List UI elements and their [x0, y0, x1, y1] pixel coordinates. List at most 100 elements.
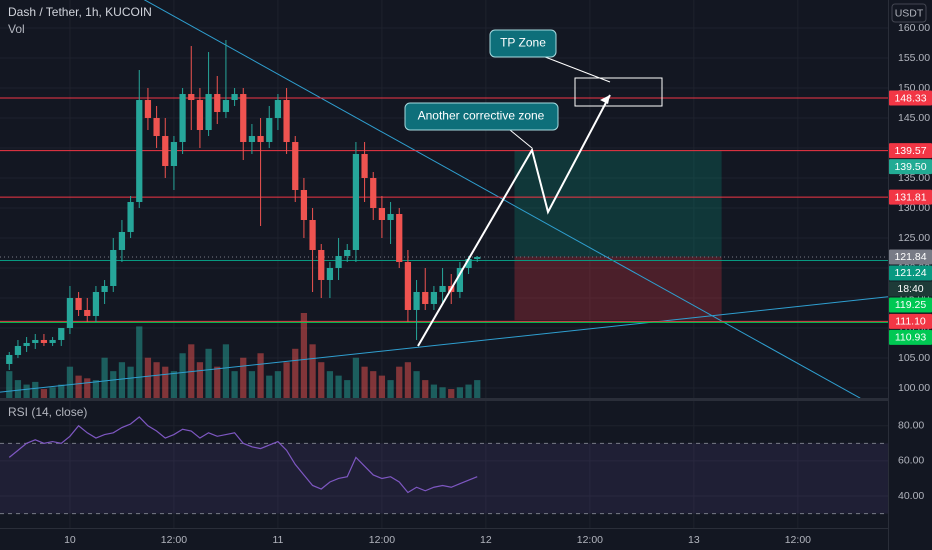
volume-bar	[162, 366, 169, 398]
position-loss	[514, 256, 722, 321]
candle-body	[387, 213, 394, 220]
volume-bar	[396, 366, 403, 398]
candle-body	[248, 136, 256, 143]
candle-body	[205, 94, 212, 131]
volume-bar	[309, 344, 316, 398]
price-label-box	[889, 297, 932, 313]
price-label-box	[889, 189, 932, 205]
candle-body	[274, 100, 282, 119]
candle-body	[136, 100, 143, 202]
volume-bar	[352, 357, 360, 398]
volume-bar	[92, 380, 100, 398]
volume-bar	[474, 380, 481, 398]
trend-line	[0, 296, 889, 393]
volume-bar	[32, 381, 39, 398]
candle-body	[118, 231, 126, 250]
candle-body	[231, 94, 238, 101]
countdown-box	[889, 281, 932, 297]
price-label: 139.50	[894, 161, 926, 173]
candle-body	[456, 267, 464, 292]
candle-body	[144, 100, 152, 119]
volume-bar	[196, 362, 204, 398]
x-tick-label: 12:00	[785, 534, 811, 546]
y-tick-label: 80.00	[898, 420, 924, 432]
candle-body	[404, 261, 412, 310]
candle-body	[240, 94, 247, 143]
candle-body	[266, 118, 273, 143]
volume-bar	[214, 366, 221, 398]
candle-body	[92, 291, 100, 316]
callout-box	[489, 29, 557, 58]
candle-body	[14, 345, 22, 355]
volume-bar	[170, 371, 178, 398]
candle-body	[110, 249, 117, 286]
y-tick-label: 40.00	[898, 490, 924, 502]
arrow-head	[600, 95, 610, 104]
candle-body	[326, 267, 334, 280]
candle-body	[474, 256, 481, 259]
price-label-box	[889, 313, 932, 329]
volume-bar	[75, 375, 82, 398]
candle-body	[101, 285, 108, 292]
volume-bar	[144, 357, 152, 398]
volume-bar	[84, 378, 91, 398]
volume-bar	[456, 387, 464, 398]
volume-bar	[430, 384, 438, 398]
volume-bar	[127, 366, 134, 398]
rsi-title: RSI (14, close)	[8, 405, 87, 419]
candle-body	[153, 118, 160, 137]
candle-body	[396, 213, 403, 262]
price-label: 121.24	[894, 267, 926, 279]
candle-body	[283, 100, 290, 143]
candle-body	[352, 154, 360, 250]
volume-bar	[266, 375, 273, 398]
price-label-box	[889, 159, 932, 175]
candle-body	[378, 207, 386, 220]
price-label-box	[889, 265, 932, 281]
candle-body	[49, 339, 56, 343]
volume-bar	[465, 384, 472, 398]
candle-body	[6, 354, 13, 364]
y-tick-label: 135.00	[898, 172, 930, 184]
price-label: 131.81	[894, 191, 926, 203]
tp-box	[574, 77, 663, 107]
volume-bar	[153, 362, 160, 398]
volume-bar	[14, 380, 22, 398]
volume-bar	[292, 348, 299, 398]
candle-body	[214, 94, 221, 113]
candle-body	[335, 255, 342, 268]
chart-title: Dash / Tether, 1h, KUCOIN	[8, 5, 152, 19]
price-label-box	[889, 90, 932, 106]
price-label: 148.33	[894, 92, 926, 104]
volume-bar	[179, 353, 186, 398]
volume-bar	[413, 371, 420, 398]
volume-label: Vol	[8, 22, 25, 36]
x-tick-label: 10	[64, 534, 76, 546]
y-tick-label: 60.00	[898, 455, 924, 467]
volume-bar	[49, 387, 56, 398]
volume-bar	[344, 380, 351, 398]
volume-bar	[370, 371, 377, 398]
volume-bar	[248, 371, 256, 398]
price-label: 121.84	[894, 251, 926, 263]
candle-body	[179, 94, 186, 143]
volume-bar	[240, 357, 247, 398]
annotation: TP Zone	[500, 36, 546, 50]
projection-arrow	[417, 94, 611, 347]
candle-body	[413, 291, 420, 310]
volume-bar	[110, 371, 117, 398]
volume-bar	[283, 362, 290, 398]
volume-bar	[318, 362, 325, 398]
currency-box	[891, 3, 927, 23]
x-tick-label: 12:00	[369, 534, 395, 546]
price-label: 111.10	[895, 316, 926, 328]
candle-body	[40, 339, 48, 343]
price-label-box	[889, 143, 932, 159]
volume-bar	[118, 362, 126, 398]
x-tick-label: 13	[688, 534, 700, 546]
candle-body	[344, 249, 351, 256]
candle-body	[370, 178, 377, 208]
candle-body	[222, 100, 230, 113]
